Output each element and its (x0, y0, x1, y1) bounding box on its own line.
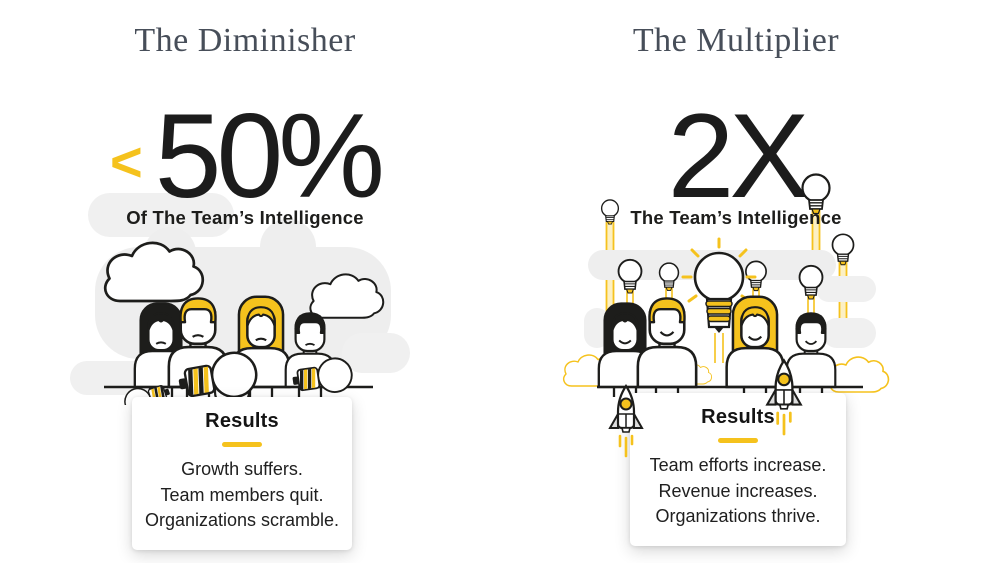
diminisher-results-card: Results Growth suffers. Team members qui… (132, 397, 352, 550)
result-line: Team efforts increase. (649, 455, 827, 475)
yellow-dash-divider (718, 438, 758, 443)
rocket-icon (765, 359, 803, 436)
diminisher-panel: The Diminisher < 50% Of The Team’s Intel… (0, 0, 490, 563)
multiplier-results-card: Results Team efforts increase. Revenue i… (630, 393, 846, 546)
result-line: Revenue increases. (658, 480, 818, 501)
person-icon (638, 298, 696, 387)
light-bulb-icon (831, 233, 855, 266)
result-line: Organizations scramble. (144, 510, 340, 531)
less-than-icon: < (110, 130, 143, 193)
diminisher-title: The Diminisher (134, 22, 356, 59)
rocket-icon (608, 384, 644, 458)
diminisher-stat-value: 50% (154, 89, 385, 223)
multiplier-stat-value: 2X (667, 89, 810, 223)
result-line: Growth suffers. (181, 459, 303, 479)
result-line: Team members quit. (160, 484, 324, 505)
light-bulb-icon (658, 262, 680, 292)
diminisher-stat-caption: Of The Team’s Intelligence (126, 207, 364, 228)
diminisher-stat: < 50% (0, 89, 490, 223)
multiplier-illustration (562, 173, 890, 397)
yellow-dash-divider (222, 442, 262, 447)
result-line: Organizations thrive. (655, 506, 821, 527)
light-bulb-icon (617, 258, 643, 294)
multiplier-stat-caption: The Team’s Intelligence (630, 207, 842, 228)
results-heading: Results (205, 410, 279, 432)
multiplier-panel: The Multiplier 2X The Team’s Intelligenc… (508, 0, 964, 563)
multiplier-title: The Multiplier (632, 22, 840, 59)
results-heading: Results (701, 406, 775, 428)
diminisher-illustration (70, 193, 410, 405)
multiplier-stat: 2X (508, 89, 964, 223)
